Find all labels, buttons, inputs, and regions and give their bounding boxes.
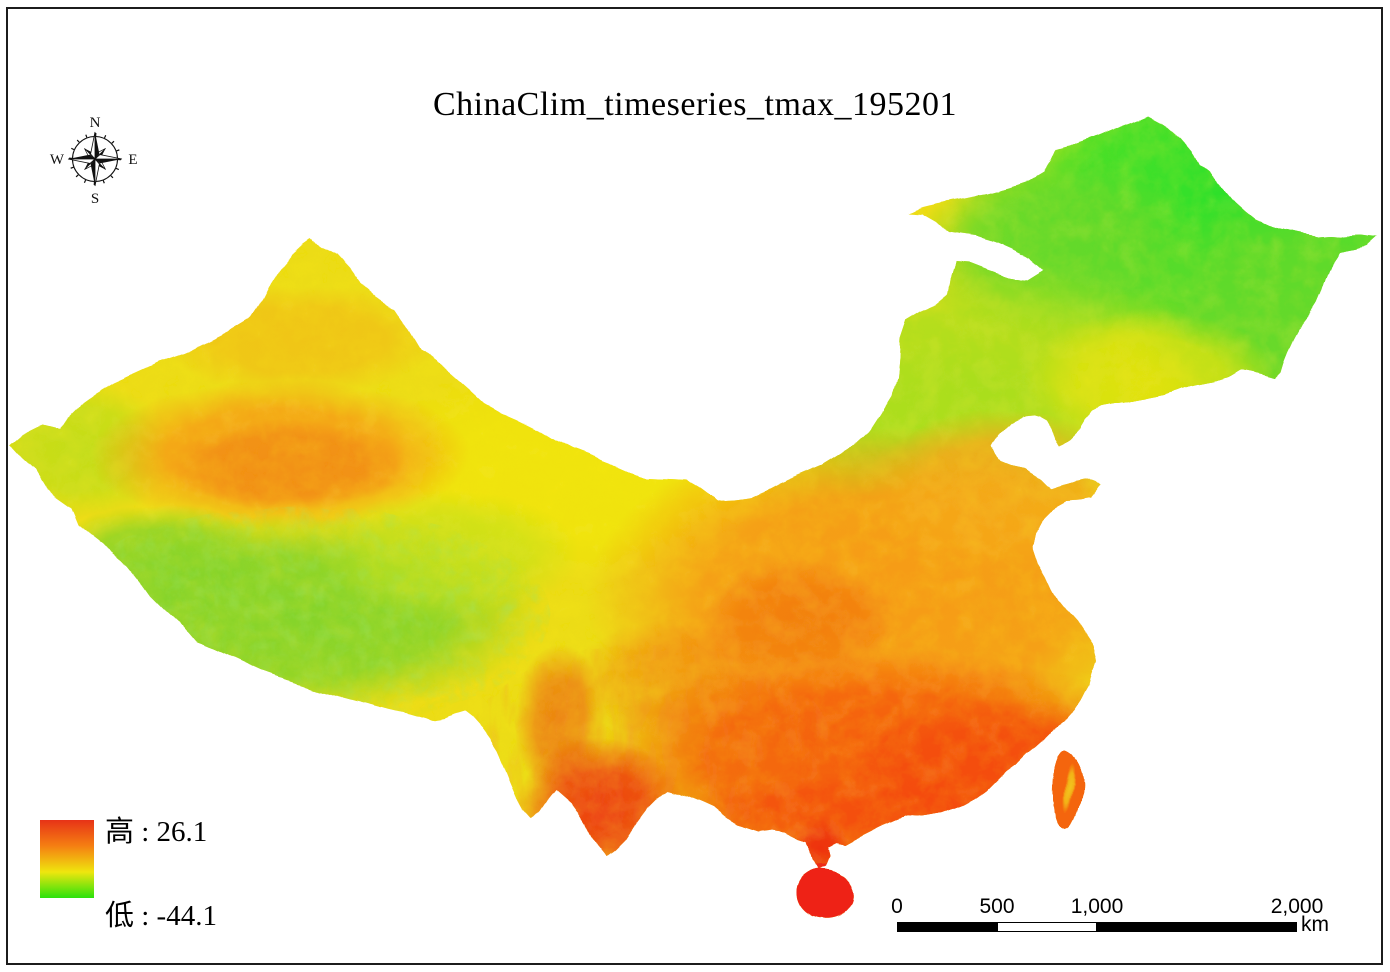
scalebar-tick-2000: 2,000 [1270,895,1324,918]
scalebar-bar [897,922,1297,932]
page-title: ChinaClim_timeseries_tmax_195201 [432,86,958,123]
page-border-frame [6,7,1383,965]
scalebar: 0 500 1,000 2,000 km [891,895,1337,937]
compass-label-east: E [128,152,137,168]
legend-low-label: 低 : -44.1 [105,900,217,932]
legend-high-label: 高 : 26.1 [105,816,208,848]
compass-label-south: S [91,191,99,207]
scalebar-tick-0: 0 [891,895,903,918]
scalebar-tick-500: 500 [979,895,1015,918]
compass-star [67,131,123,187]
legend-gradient [40,820,94,898]
scalebar-bar-white-segment [997,922,1097,932]
scalebar-unit: km [1301,913,1329,936]
compass-label-north: N [90,115,101,131]
compass-label-west: W [50,152,65,168]
scalebar-tick-1000: 1,000 [1070,895,1124,918]
compass-rose-icon: N S W E [50,115,138,207]
legend: 高 : 26.1 低 : -44.1 [40,816,300,932]
